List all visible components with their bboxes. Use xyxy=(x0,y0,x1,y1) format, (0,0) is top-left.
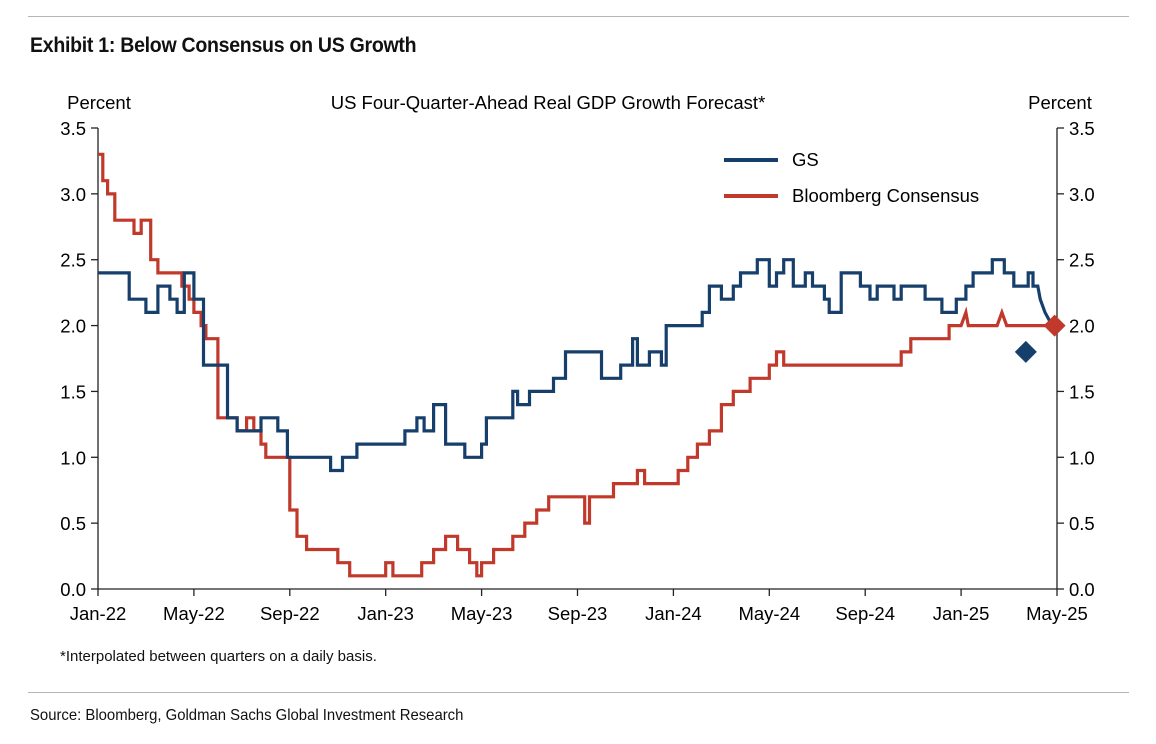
source-note: Source: Bloomberg, Goldman Sachs Global … xyxy=(30,707,464,724)
x-tick-label: Sep-23 xyxy=(548,603,608,624)
y-tick-label-left: 1.0 xyxy=(60,447,86,468)
x-tick-label: Jan-24 xyxy=(645,603,702,624)
series-line-gs xyxy=(98,258,1054,473)
y-axis-label-right: Percent xyxy=(1028,92,1092,113)
y-tick-label-left: 0.0 xyxy=(60,579,86,600)
series-line-consensus xyxy=(98,152,1055,578)
x-tick-label: May-22 xyxy=(163,603,225,624)
chart-title: US Four-Quarter-Ahead Real GDP Growth Fo… xyxy=(331,92,766,113)
y-tick-label-left: 3.0 xyxy=(60,184,86,205)
y-tick-label-right: 2.0 xyxy=(1069,316,1095,337)
x-tick-label: Jan-23 xyxy=(357,603,414,624)
legend-label-gs: GS xyxy=(792,149,819,170)
x-tick-label: Sep-24 xyxy=(835,603,895,624)
chart-series xyxy=(98,152,1066,578)
chart: 0.0 0.0 0.5 0.5 1.0 1.0 1.5 1.5 2.0 2.0 2.5 2.5 3.0 3… xyxy=(60,92,1094,624)
y-tick-label-left: 0.5 xyxy=(60,513,86,534)
y-tick-label-right: 0.0 xyxy=(1069,579,1095,600)
y-tick-label-left: 2.5 xyxy=(60,250,86,271)
y-tick-label-right: 2.5 xyxy=(1069,250,1095,271)
y-tick-label-left: 1.5 xyxy=(60,381,86,402)
y-tick-label-left: 2.0 xyxy=(60,316,86,337)
y-tick-label-right: 1.0 xyxy=(1069,447,1095,468)
legend-label-consensus: Bloomberg Consensus xyxy=(792,185,979,206)
y-tick-label-left: 3.5 xyxy=(60,118,86,139)
y-tick-label-right: 3.0 xyxy=(1069,184,1095,205)
x-tick-label: May-25 xyxy=(1026,603,1088,624)
x-tick-label: Sep-22 xyxy=(260,603,320,624)
y-axis-label-left: Percent xyxy=(67,92,131,113)
y-tick-label-right: 1.5 xyxy=(1069,381,1095,402)
bottom-rule xyxy=(28,692,1129,693)
legend: GS Bloomberg Consensus xyxy=(724,149,979,206)
series-marker-consensus xyxy=(1043,314,1066,337)
x-tick-label: Jan-22 xyxy=(70,603,127,624)
chart-axes: 0.0 0.0 0.5 0.5 1.0 1.0 1.5 1.5 2.0 2.0 2.5 2.5 3.0 3… xyxy=(60,118,1094,624)
top-rule xyxy=(28,16,1129,17)
y-tick-label-right: 0.5 xyxy=(1069,513,1095,534)
chart-footnote: *Interpolated between quarters on a dail… xyxy=(60,648,377,665)
x-tick-label: Jan-25 xyxy=(933,603,990,624)
series-marker-gs xyxy=(1014,340,1037,363)
x-tick-label: May-24 xyxy=(738,603,800,624)
x-tick-label: May-23 xyxy=(451,603,513,624)
y-tick-label-right: 3.5 xyxy=(1069,118,1095,139)
exhibit-title: Exhibit 1: Below Consensus on US Growth xyxy=(30,34,417,57)
